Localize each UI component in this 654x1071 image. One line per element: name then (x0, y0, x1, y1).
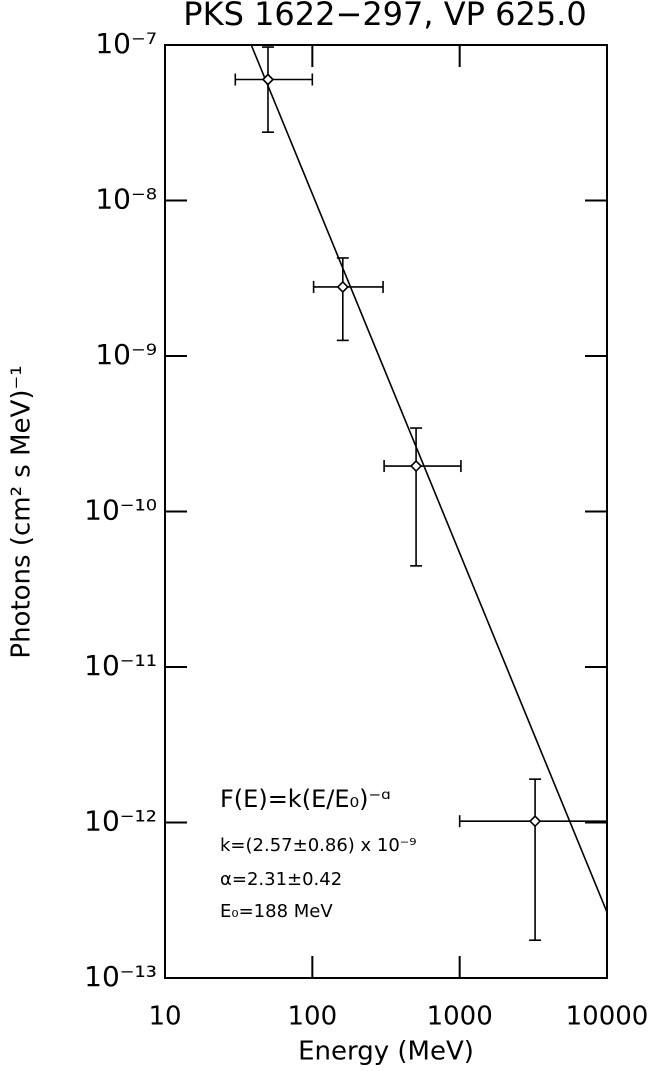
annotation: F(E)=k(E/E₀)⁻ᵅ (220, 785, 391, 813)
x-tick-label: 10 (148, 1002, 181, 1032)
data-point (409, 459, 423, 473)
y-axis-label: Photons (cm² s MeV)⁻¹ (7, 365, 37, 658)
x-tick-label: 10000 (566, 1002, 649, 1032)
x-tick-label: 1000 (427, 1002, 493, 1032)
annotation: α=2.31±0.42 (220, 869, 342, 890)
y-tick-label: 10⁻¹¹ (84, 649, 157, 682)
annotation: k=(2.57±0.86) x 10⁻⁹ (220, 835, 417, 856)
y-tick-label: 10⁻⁸ (95, 183, 157, 216)
y-tick-label: 10⁻¹³ (84, 960, 157, 993)
y-tick-label: 10⁻¹² (84, 805, 157, 838)
data-point (528, 815, 542, 828)
y-tick-label: 10⁻⁹ (95, 338, 157, 371)
y-tick-label: 10⁻¹⁰ (84, 494, 157, 527)
annotation: E₀=188 MeV (220, 901, 333, 922)
data-point (261, 73, 275, 86)
x-axis-label: Energy (MeV) (298, 1037, 474, 1067)
y-tick-label: 10⁻⁷ (95, 27, 157, 60)
fit-line (250, 44, 608, 913)
chart-title: PKS 1622−297, VP 625.0 (183, 0, 586, 33)
x-tick-label: 100 (288, 1002, 338, 1032)
data-point (336, 280, 349, 294)
